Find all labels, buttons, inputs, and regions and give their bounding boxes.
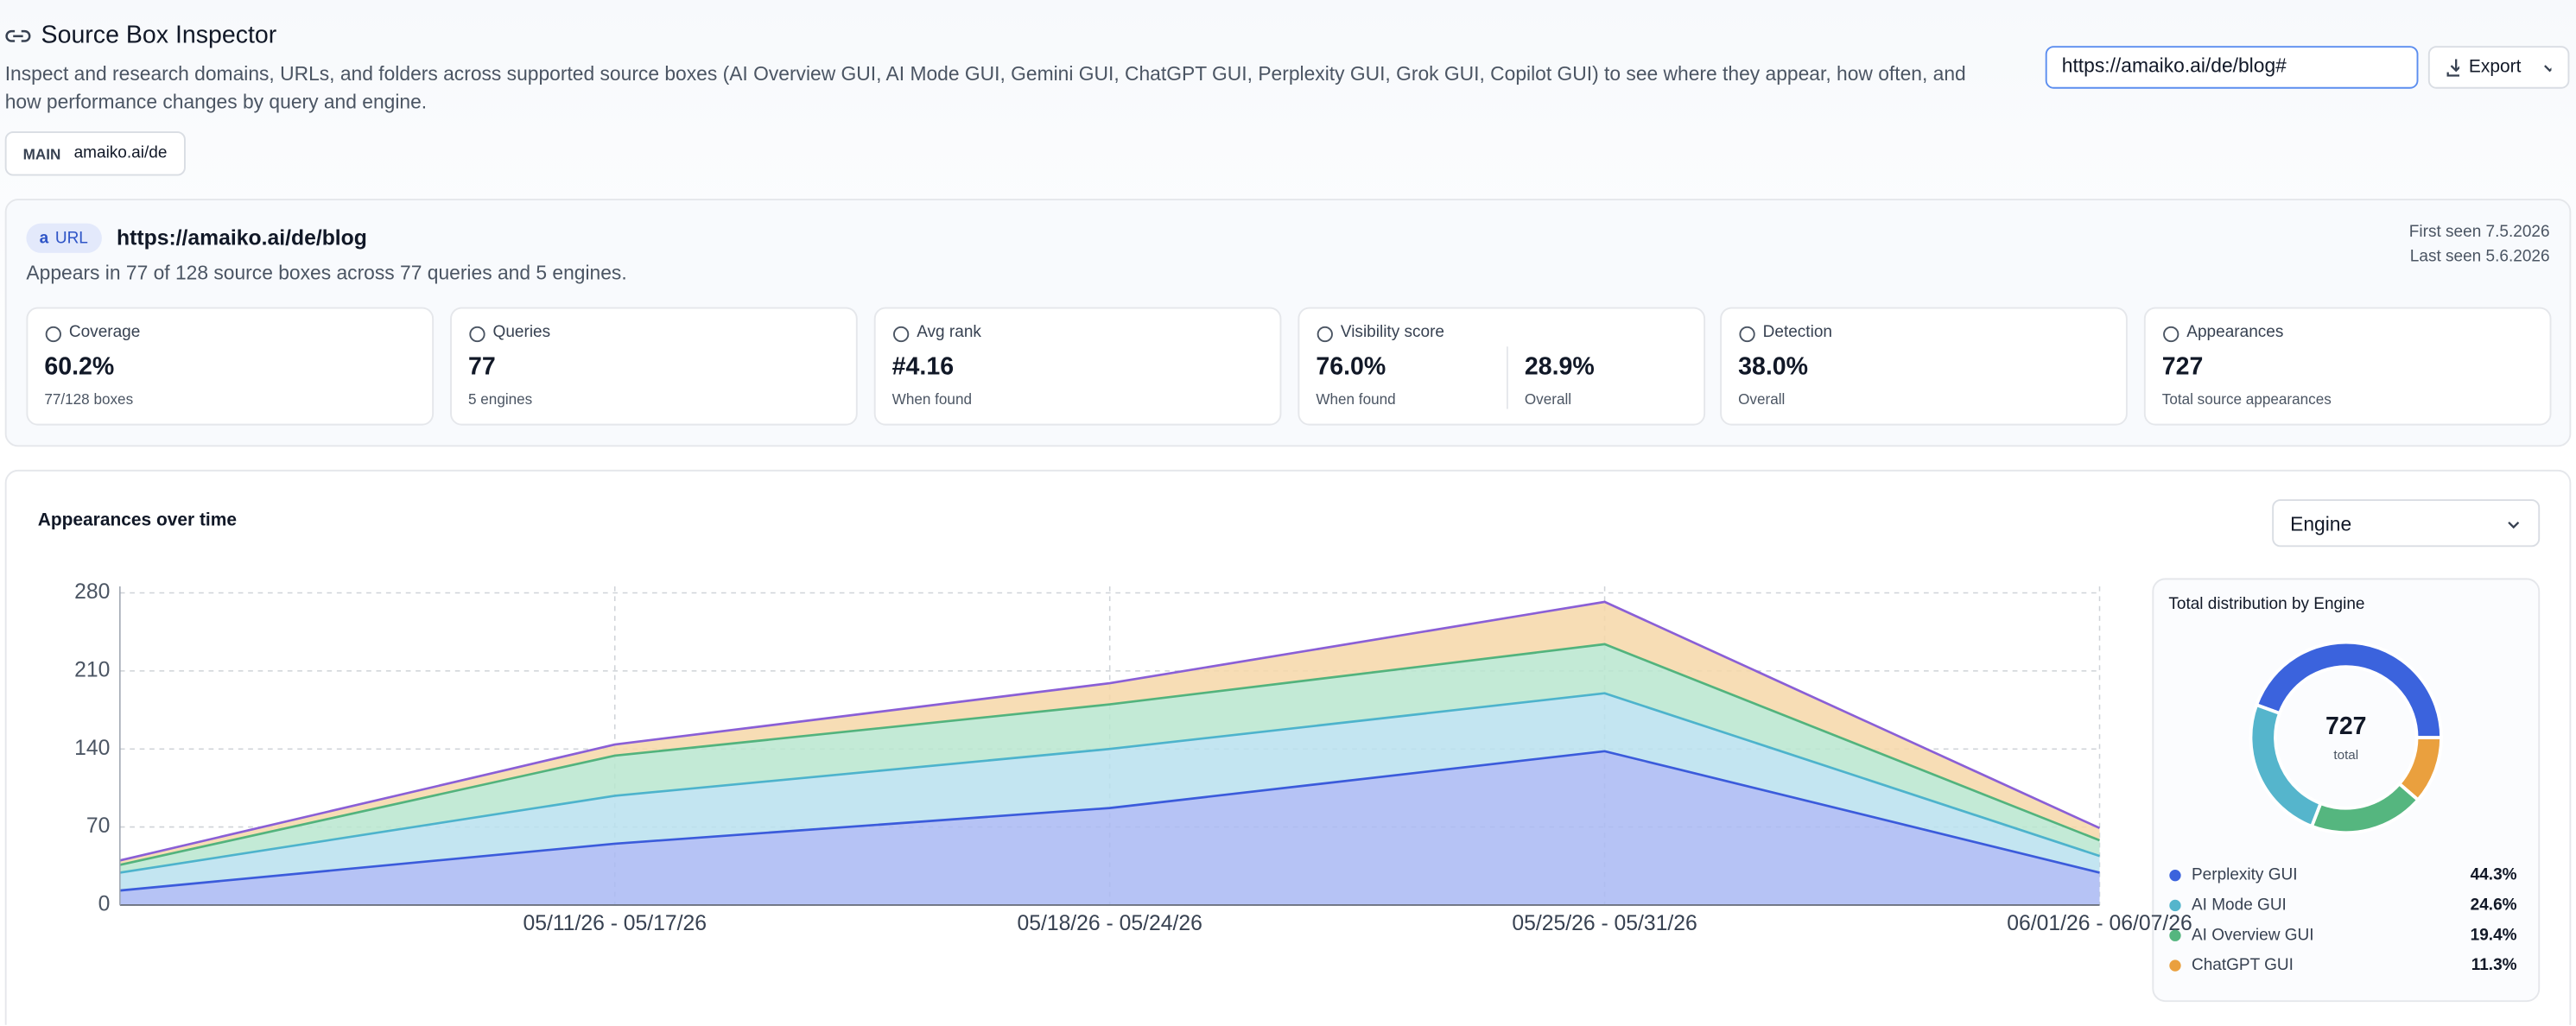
y-tick-label: 140 [74,737,110,760]
link-icon [5,29,31,42]
metric-icon [1317,326,1333,343]
y-tick-label: 210 [74,658,110,681]
legend-label: Perplexity GUI [2192,866,2297,884]
metric-value: #4.16 [891,352,955,382]
metric-card: Visibility score 76.0% When found 28.9% Over… [1298,307,1706,426]
legend-swatch [2169,960,2181,972]
donut-title: Total distribution by Engine [2168,595,2364,613]
metric-icon [893,326,910,343]
y-tick-label: 280 [74,580,110,604]
metric-divider [1506,346,1508,409]
metric-label: Visibility score [1340,323,1445,342]
metric-icon [469,326,485,343]
metric-value: 28.9% [1524,352,1595,382]
metric-label: Avg rank [917,323,981,342]
area-line [119,600,2101,862]
donut-slice [2309,781,2421,835]
metric-value: 76.0% [1316,352,1386,382]
legend-value: 44.3% [2471,866,2517,884]
download-icon [2446,59,2459,77]
badge-label: URL [54,229,88,248]
legend-label: AI Overview GUI [2192,926,2313,944]
chevron [2508,521,2520,529]
metric-card: Avg rank #4.16 When found [873,307,1282,426]
page-description: Inspect and research domains, URLs, and … [4,62,1966,114]
area-band [119,693,2100,891]
metric-note: When found [891,390,973,408]
area-band [119,750,2100,905]
chart-title: Appearances over time [37,510,237,531]
legend-value: 24.6% [2471,896,2517,914]
legend-value: 11.3% [2471,956,2517,974]
metric-icon [45,326,61,343]
donut-slice [2249,702,2323,829]
metric-value: 60.2% [44,352,115,382]
legend-label: AI Mode GUI [2192,896,2287,914]
metric-card: Appearances 727 Total source appearances [2143,307,2552,426]
legend-swatch [2169,899,2181,912]
legend-swatch [2169,870,2181,882]
legend-swatch [2169,929,2181,941]
x-tick-label: 05/25/26 - 05/31/26 [1512,912,1697,935]
metric-label: Appearances [2186,323,2284,342]
page-title: Source Box Inspector [41,21,277,50]
legend-label: ChatGPT GUI [2192,956,2294,974]
metric-note: Overall [1738,390,1786,408]
scope-label: MAIN [22,145,61,162]
summary-description: Appears in 77 of 128 source boxes across… [26,261,627,285]
metric-value: 77 [468,352,496,382]
x-tick-label: 05/18/26 - 05/24/26 [1017,912,1202,935]
metric-card: Detection 38.0% Overall [1720,307,2128,426]
metric-note: 5 engines [468,390,533,408]
area-line [119,643,2100,866]
group-select[interactable]: Engine [2272,499,2541,548]
x-tick-label: 05/11/26 - 05/17/26 [523,912,707,935]
metric-label: Queries [492,323,551,342]
donut-slice [2254,640,2443,740]
metric-icon [1739,326,1755,343]
metric-card: Queries 77 5 engines [450,307,858,426]
export-button[interactable]: Export [2427,46,2570,89]
last-seen: Last seen 5.6.2026 [2409,248,2550,267]
scope-chip[interactable]: MAIN amaiko.ai/de [4,131,186,176]
metric-value: 38.0% [1738,352,1809,382]
area-line [119,750,2100,892]
badge-icon: a [39,229,49,248]
scope-value: amaiko.ai/de [73,144,168,163]
legend-value: 19.4% [2471,926,2517,944]
metric-card: Coverage 60.2% 77/128 boxes [26,307,435,426]
donut-center-value: 727 [2325,712,2367,740]
metric-note: Overall [1524,390,1572,408]
metric-label: Coverage [68,323,141,342]
area-line [119,692,2100,874]
metric-label: Detection [1762,323,1832,342]
donut-center-label: total [2333,748,2358,763]
y-tick-label: 70 [86,814,111,838]
type-badge: a URL [26,223,102,253]
metric-note: 77/128 boxes [44,390,134,408]
url-input[interactable]: https://amaiko.ai/de/blog# [2045,46,2419,89]
y-tick-label: 0 [98,892,111,915]
export-label: Export [2468,57,2522,78]
metric-value: 727 [2161,352,2204,382]
group-select-label: Engine [2290,511,2352,535]
metric-note: When found [1316,390,1396,408]
x-tick-label: 06/01/26 - 06/07/26 [2007,912,2192,935]
metric-icon [2163,326,2179,343]
chevron [2543,65,2552,73]
metric-note: Total source appearances [2161,390,2332,408]
summary-url: https://amaiko.ai/de/blog [117,225,367,250]
first-seen: First seen 7.5.2026 [2408,223,2550,242]
